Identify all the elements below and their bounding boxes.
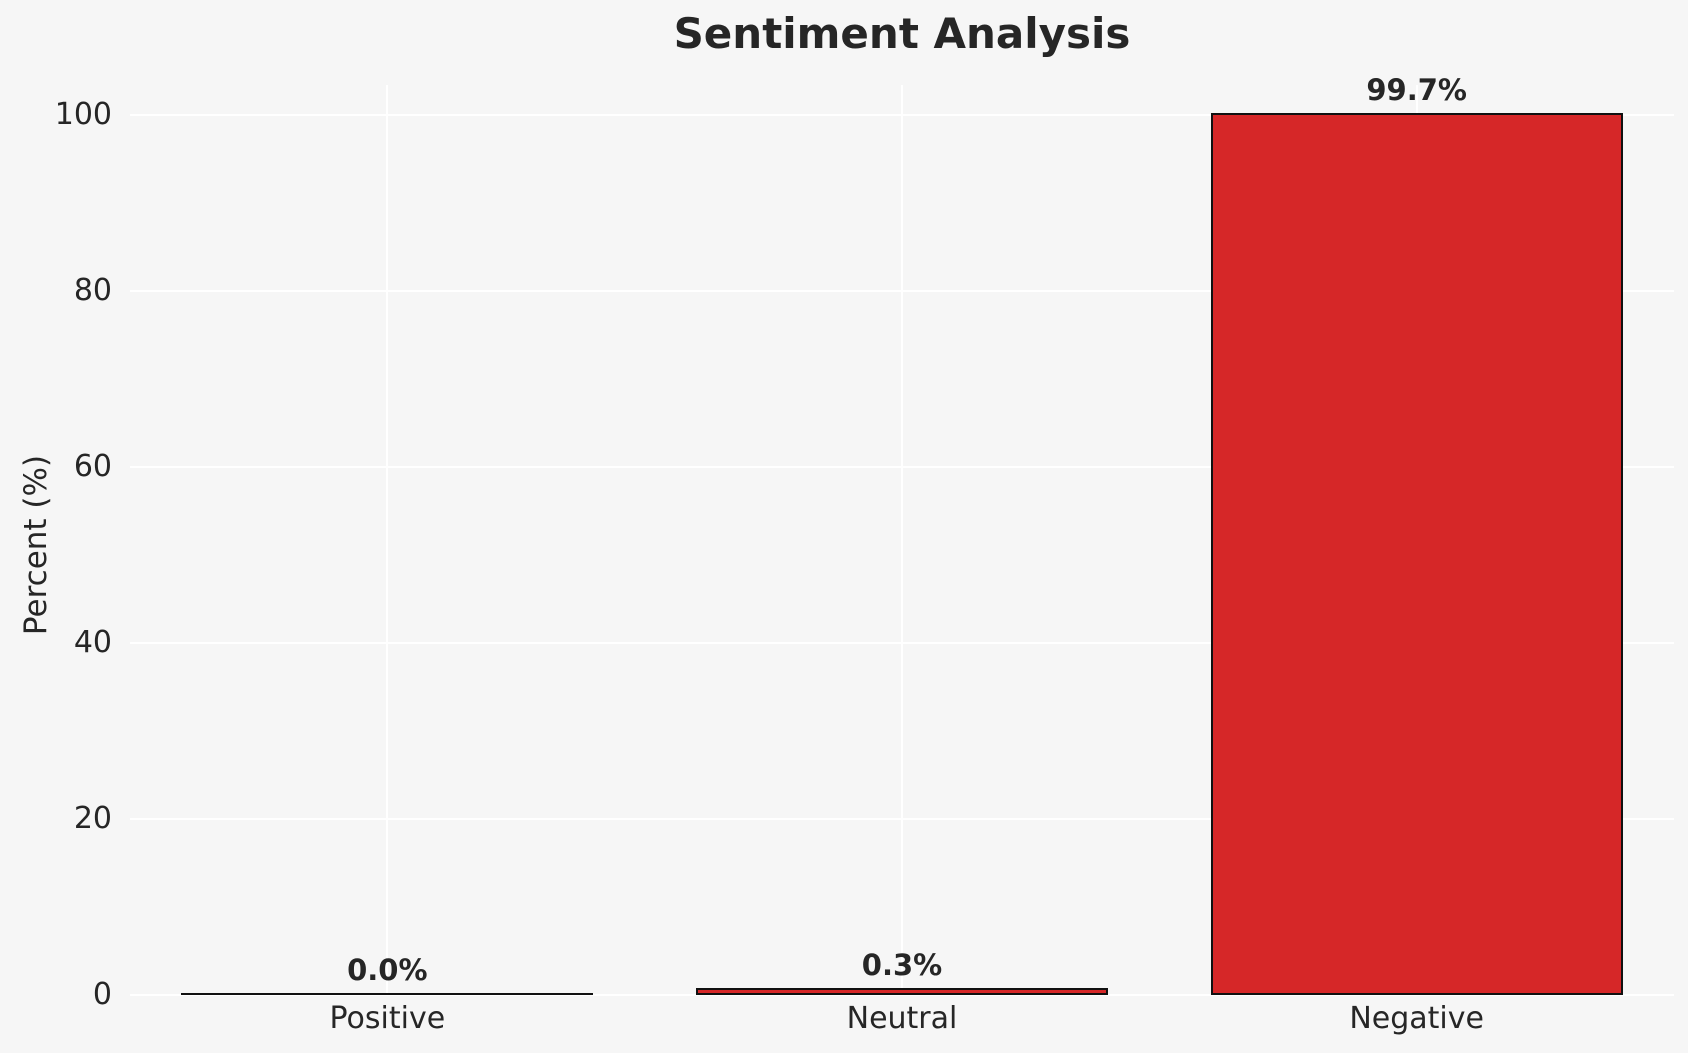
x-gridline	[386, 85, 389, 995]
y-tick-label: 60	[73, 448, 112, 484]
chart-title: Sentiment Analysis	[673, 9, 1131, 58]
y-tick-label: 80	[73, 272, 112, 308]
bar-negative	[1210, 113, 1623, 995]
y-tick-label: 40	[73, 624, 112, 660]
x-tick-label: Neutral	[846, 1001, 958, 1036]
x-tick-label: Positive	[329, 1001, 446, 1036]
plot-area: 0.0% 0.3% 99.7%	[130, 76, 1674, 996]
x-gridline	[901, 85, 903, 995]
bar-value-label: 99.7%	[1366, 73, 1467, 108]
bar-neutral	[696, 987, 1108, 995]
x-tick-label: Negative	[1349, 1001, 1484, 1036]
bar-positive	[181, 993, 594, 995]
y-tick-label: 100	[54, 96, 112, 132]
bar-value-label: 0.0%	[347, 953, 428, 987]
y-tick-label: 0	[92, 977, 112, 1012]
y-gridline	[130, 994, 1674, 996]
y-tick-label: 20	[73, 800, 112, 836]
bar-value-label: 0.3%	[861, 947, 943, 982]
